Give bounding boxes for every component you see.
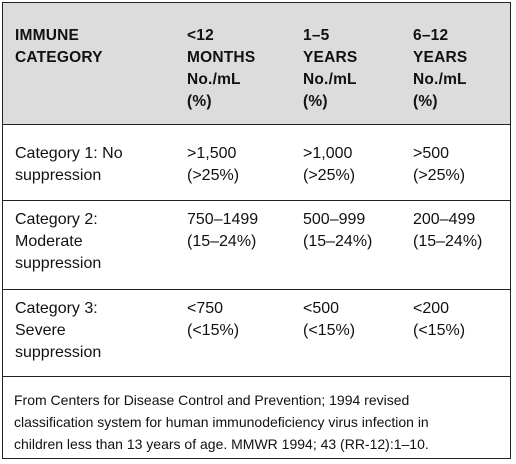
row-3-6-12-years: <200 (<15%) bbox=[413, 300, 466, 339]
row-1-category: Category 1: No suppression bbox=[15, 145, 123, 184]
row-2-1-5-years: 500–999 (15–24%) bbox=[303, 211, 373, 250]
header-under-12-months: <12 MONTHS No./mL (%) bbox=[187, 27, 256, 110]
row-2-under-12-months: 750–1499 (15–24%) bbox=[187, 211, 259, 250]
row-3-1-5-years: <500 (<15%) bbox=[303, 300, 356, 339]
source-note: From Centers for Disease Control and Pre… bbox=[14, 392, 429, 452]
header-6-12-years: 6–12 YEARS No./mL (%) bbox=[413, 27, 468, 110]
row-2-category: Category 2: Moderate suppression bbox=[15, 211, 102, 272]
row-1-6-12-years: >500 (>25%) bbox=[413, 145, 466, 184]
table-frame: IMMUNE CATEGORY <12 MONTHS No./mL (%) 1–… bbox=[2, 2, 511, 459]
header-1-5-years: 1–5 YEARS No./mL (%) bbox=[303, 27, 358, 110]
row-1-under-12-months: >1,500 (>25%) bbox=[187, 145, 240, 184]
header-immune-category: IMMUNE CATEGORY bbox=[15, 27, 103, 66]
header-divider bbox=[3, 124, 510, 125]
table-header bbox=[3, 3, 510, 124]
row-1-divider bbox=[3, 200, 510, 201]
row-2-6-12-years: 200–499 (15–24%) bbox=[413, 211, 483, 250]
row-3-under-12-months: <750 (<15%) bbox=[187, 300, 240, 339]
row-2-divider bbox=[3, 289, 510, 290]
row-3-category: Category 3: Severe suppression bbox=[15, 300, 102, 361]
row-1-1-5-years: >1,000 (>25%) bbox=[303, 145, 356, 184]
row-3-divider bbox=[3, 376, 510, 377]
